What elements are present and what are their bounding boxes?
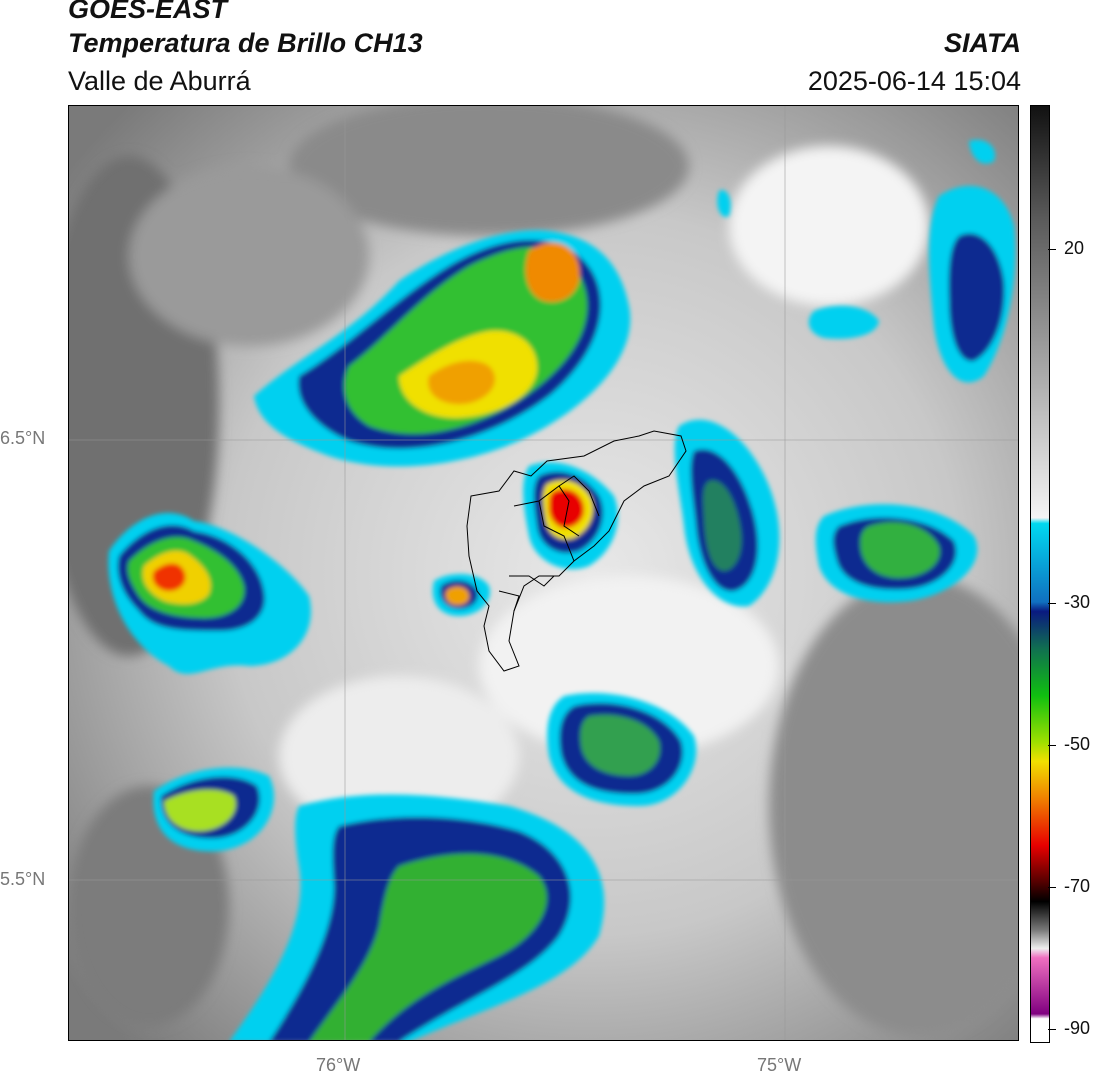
organization-label: SIATA bbox=[944, 28, 1021, 58]
colorbar-label: -30 bbox=[1064, 592, 1091, 612]
satellite-map[interactable] bbox=[68, 105, 1019, 1041]
lon-label: 75°W bbox=[757, 1055, 802, 1075]
colorbar-label: 20 bbox=[1064, 238, 1085, 258]
colorbar-label: -70 bbox=[1064, 876, 1091, 896]
cloud-cells bbox=[108, 139, 1016, 1040]
colorbar-tick bbox=[1048, 603, 1056, 604]
valley-boundaries bbox=[466, 430, 687, 672]
datetime-label: 2025-06-14 15:04 bbox=[807, 66, 1021, 96]
lat-label: 6.5°N bbox=[0, 428, 46, 448]
lon-label: 76°W bbox=[316, 1055, 361, 1075]
graticule bbox=[69, 106, 1018, 1040]
colorbar-tick bbox=[1048, 745, 1056, 746]
colorbar-tick bbox=[1048, 887, 1056, 888]
colorbar-label: -90 bbox=[1064, 1018, 1091, 1038]
colorbar-tick bbox=[1048, 1029, 1056, 1030]
colorbar-label: -50 bbox=[1064, 734, 1091, 754]
brightness-temperature-field bbox=[69, 106, 1018, 1040]
colorbar-tick bbox=[1048, 249, 1056, 250]
product-title: Temperatura de Brillo CH13 bbox=[68, 28, 423, 58]
lat-label: 5.5°N bbox=[0, 869, 46, 889]
satellite-title: GOES-EAST bbox=[68, 0, 228, 24]
region-label: Valle de Aburrá bbox=[68, 66, 251, 96]
colorbar bbox=[1030, 105, 1050, 1043]
colorbar-gradient bbox=[1031, 106, 1049, 1042]
